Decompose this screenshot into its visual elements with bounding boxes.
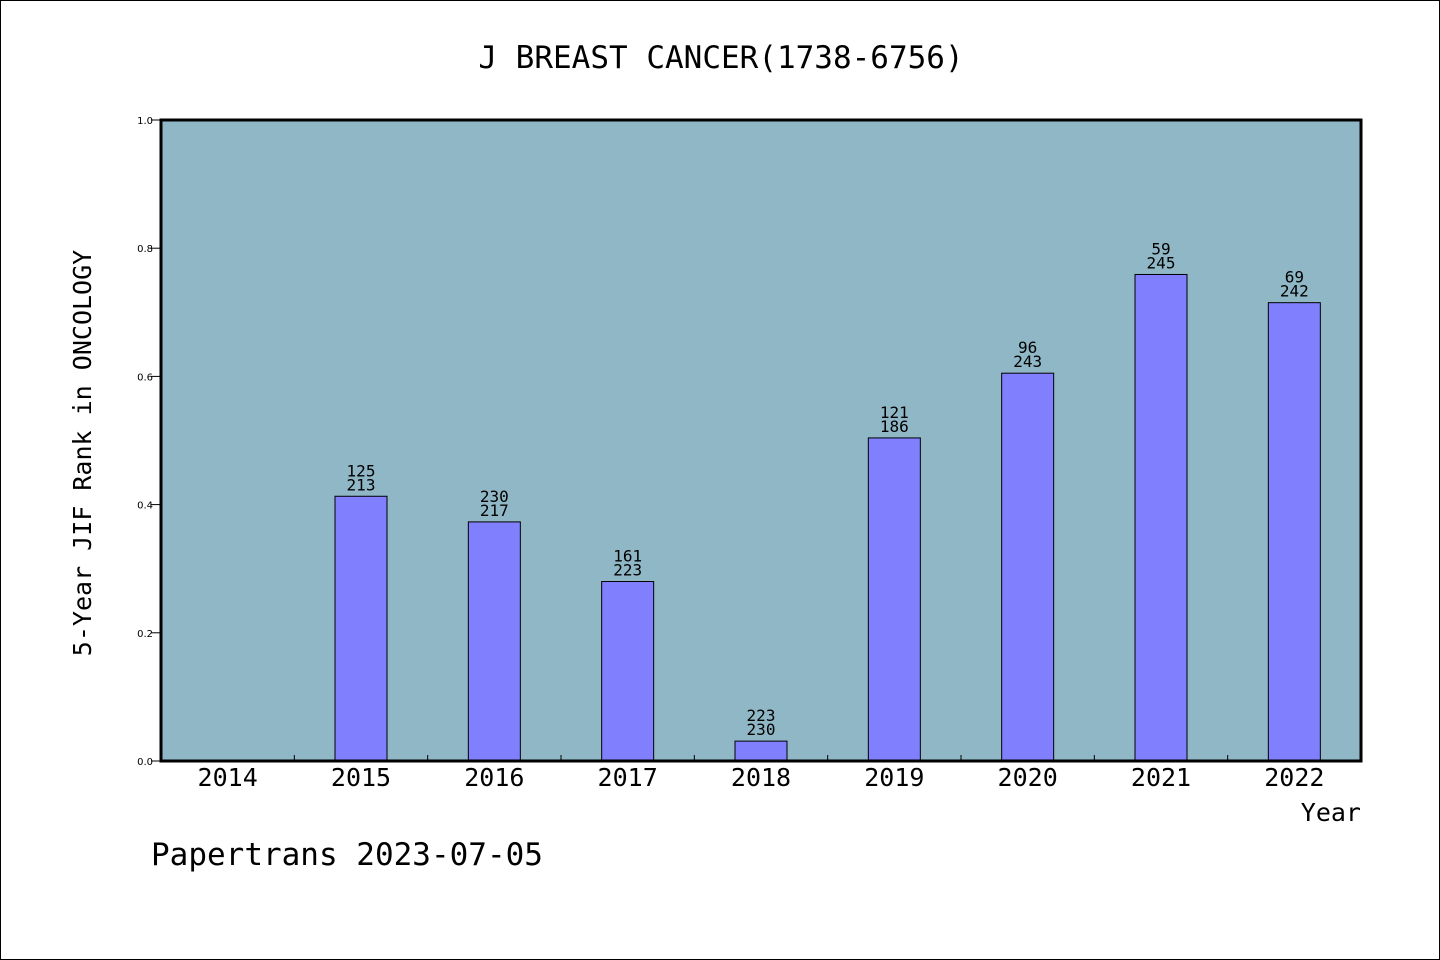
x-tick-label-2022: 2022: [1264, 763, 1324, 792]
bar-2020: [1001, 372, 1055, 762]
y-tick-label: 0.2: [137, 629, 153, 640]
y-tick-label: 0.4: [137, 501, 153, 512]
bar-total-label-2015: 213: [347, 475, 376, 494]
y-tick-label: 1.0: [137, 116, 153, 127]
bar-rank-label-2022: 69: [1285, 268, 1304, 287]
bar-rank-label-2017: 161: [613, 547, 642, 566]
bar-rank-label-2015: 125: [347, 461, 376, 480]
bar-total-label-2021: 245: [1147, 253, 1176, 272]
bar-total-label-2019: 186: [880, 417, 909, 436]
bar-2016: [467, 521, 521, 762]
x-tick-label-2020: 2020: [998, 763, 1058, 792]
y-tick-label: 0.6: [137, 372, 153, 383]
bar-total-label-2022: 242: [1280, 282, 1309, 301]
bar-rank-label-2018: 223: [747, 706, 776, 725]
bar-total-label-2016: 217: [480, 501, 509, 520]
y-axis: 0.0 0.2 0.4 0.6 0.8 1.0: [137, 116, 161, 768]
bar-rank-label-2019: 121: [880, 403, 909, 422]
footer-credit: Papertrans 2023-07-05: [151, 837, 543, 873]
bars-group: [334, 273, 1321, 762]
x-tick-label-2017: 2017: [598, 763, 658, 792]
bar-2018: [734, 740, 788, 762]
x-tick-label-2014: 2014: [198, 763, 258, 792]
y-tick-label: 0.0: [137, 757, 153, 768]
y-axis-label: 5-Year JIF Rank in ONCOLOGY: [68, 250, 97, 656]
x-axis: 2014 2015 2016 2017 2018 2019 2020 2021 2022: [198, 755, 1324, 792]
bar-total-label-2018: 230: [747, 720, 776, 739]
bar-rank-label-2016: 230: [480, 487, 509, 506]
x-axis-label: Year: [1301, 798, 1361, 827]
bar-2022: [1267, 302, 1321, 762]
y-tick-label: 0.8: [137, 244, 153, 255]
bar-2019: [867, 437, 921, 762]
x-tick-label-2021: 2021: [1131, 763, 1191, 792]
x-tick-label-2019: 2019: [864, 763, 924, 792]
x-tick-label-2015: 2015: [331, 763, 391, 792]
bar-total-label-2017: 223: [613, 561, 642, 580]
bar-rank-label-2020: 96: [1018, 338, 1037, 357]
bar-rank-label-2021: 59: [1151, 239, 1170, 258]
bar-labels-group: 1252132302171612232232301211869624359245…: [347, 239, 1309, 739]
bar-2015: [334, 495, 388, 762]
x-tick-label-2018: 2018: [731, 763, 791, 792]
bar-2017: [601, 581, 655, 762]
x-tick-label-2016: 2016: [464, 763, 524, 792]
chart-title: J BREAST CANCER(1738-6756): [478, 40, 963, 76]
bar-total-label-2020: 243: [1013, 352, 1042, 371]
bar-2021: [1134, 273, 1188, 762]
plot-border: [159, 118, 1363, 763]
